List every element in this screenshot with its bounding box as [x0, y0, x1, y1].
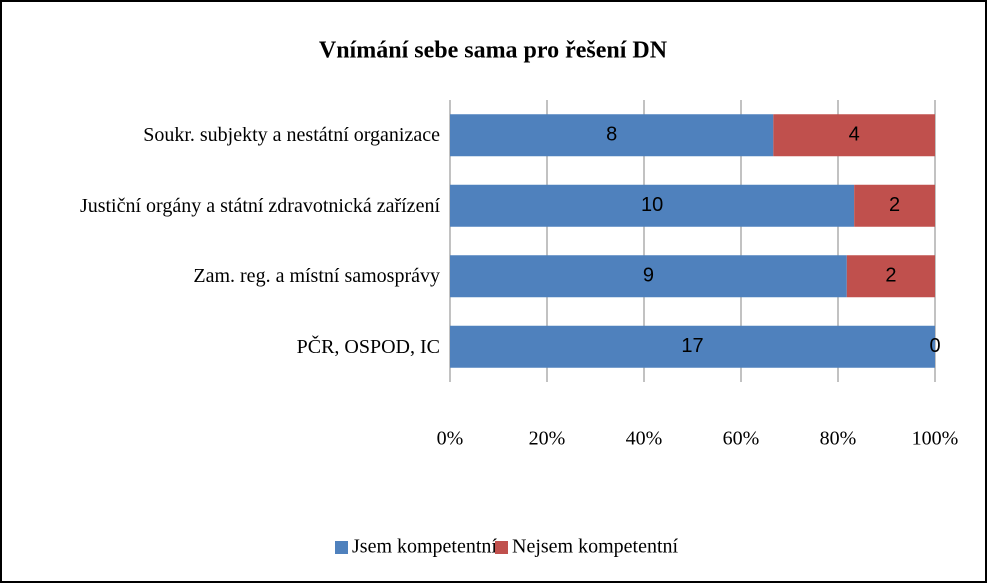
- data-label: 2: [889, 194, 900, 216]
- x-tick-label: 100%: [912, 428, 959, 450]
- y-tick-label: Justiční orgány a státní zdravotnická za…: [79, 194, 440, 217]
- x-tick-label: 40%: [626, 428, 663, 450]
- legend-label: Nejsem kompetentní: [512, 536, 679, 558]
- data-label: 8: [606, 124, 617, 146]
- data-label: 9: [643, 265, 654, 287]
- bar: [773, 114, 935, 157]
- legend-swatch: [335, 541, 348, 554]
- x-tick-label: 20%: [529, 428, 566, 450]
- data-label: 17: [681, 335, 703, 357]
- bar: [450, 255, 847, 298]
- chart-title: Vnímání sebe sama pro řešení DN: [319, 38, 668, 64]
- bar: [450, 325, 935, 368]
- bar: [450, 114, 774, 157]
- data-label: 10: [641, 194, 663, 216]
- x-tick-label: 80%: [820, 428, 857, 450]
- x-tick-label: 60%: [723, 428, 760, 450]
- legend-swatch: [495, 541, 508, 554]
- legend-label: Jsem kompetentní: [352, 536, 497, 558]
- y-tick-label: Soukr. subjekty a nestátní organizace: [143, 124, 440, 147]
- x-tick-label: 0%: [437, 428, 464, 450]
- bar: [854, 184, 935, 227]
- y-tick-label: Zam. reg. a místní samosprávy: [193, 265, 440, 288]
- data-label: 4: [849, 124, 860, 146]
- bar: [846, 255, 935, 298]
- y-tick-label: PČR, OSPOD, IC: [296, 335, 440, 358]
- bar: [450, 184, 855, 227]
- data-label: 0: [929, 335, 940, 357]
- data-label: 2: [885, 265, 896, 287]
